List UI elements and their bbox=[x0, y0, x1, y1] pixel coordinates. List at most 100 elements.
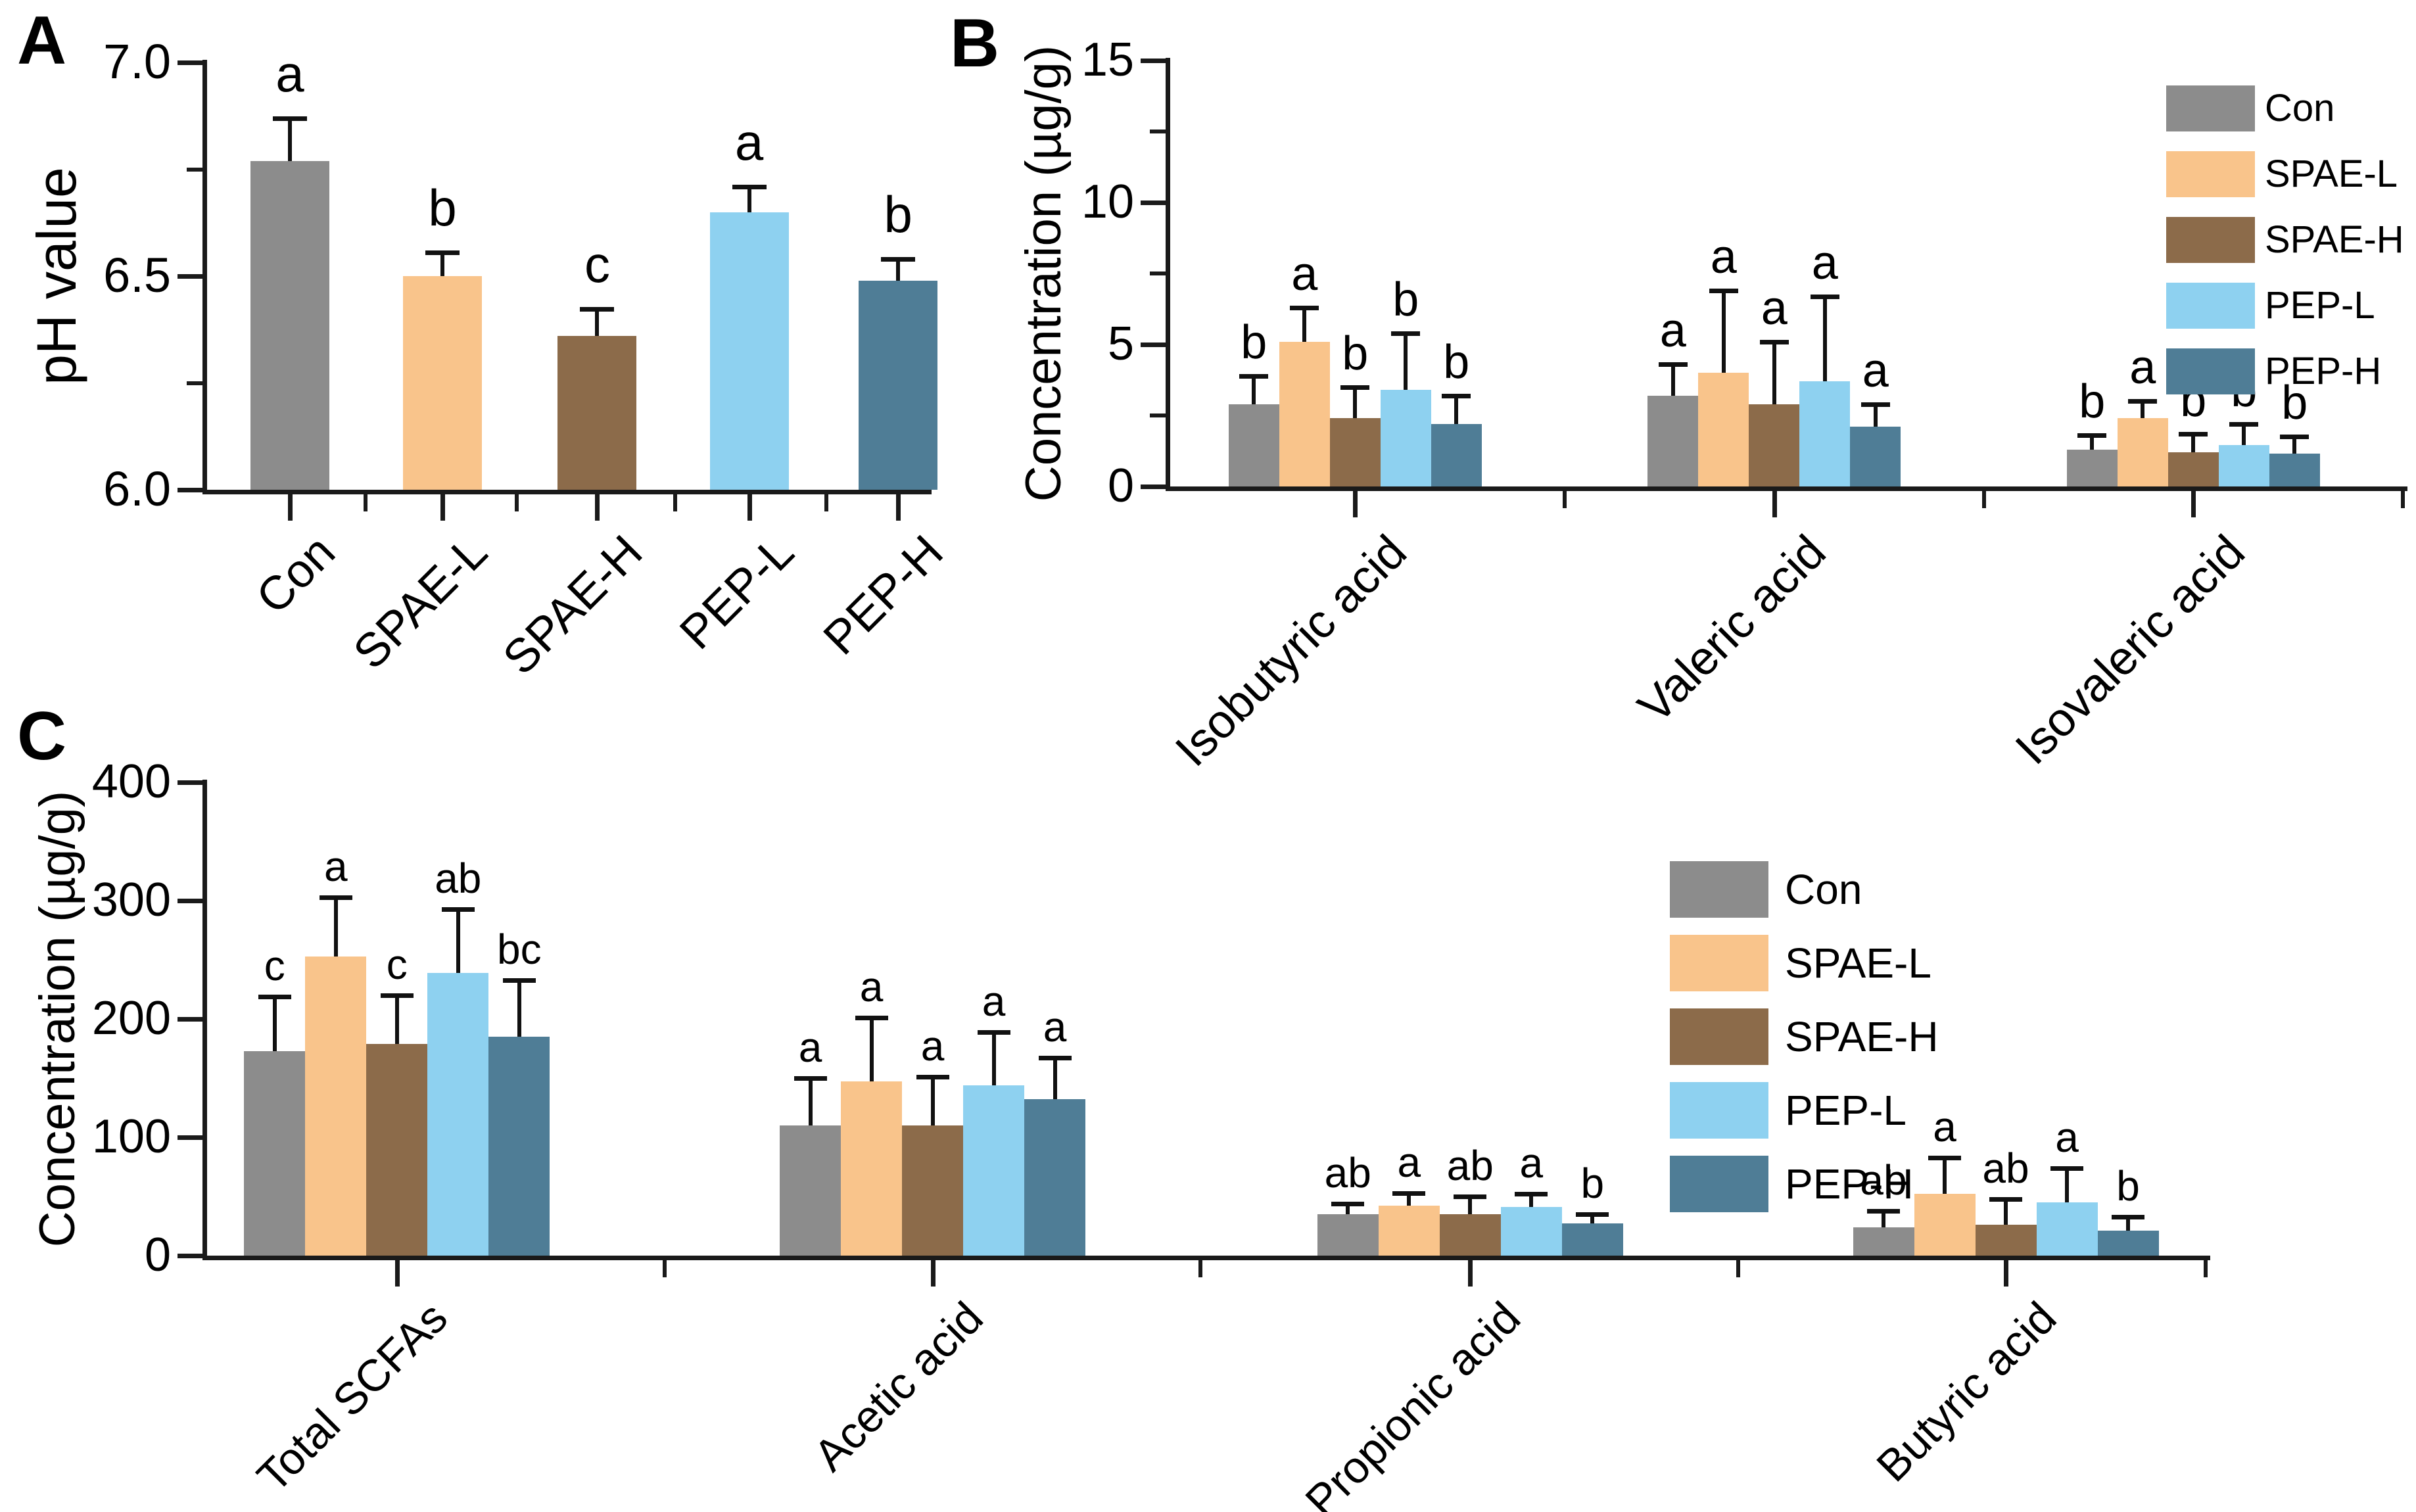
legend-label-spae-l: SPAE-L bbox=[2265, 153, 2398, 195]
significance-letter: c bbox=[386, 941, 408, 988]
error-bar-cap bbox=[1515, 1192, 1548, 1197]
x-major-tick bbox=[394, 1260, 400, 1287]
error-bar-line bbox=[1822, 296, 1827, 382]
error-bar-cap bbox=[1239, 373, 1269, 379]
error-bar-cap bbox=[2128, 399, 2158, 404]
error-bar-line bbox=[1772, 341, 1776, 404]
legend-label-pep-l: PEP-L bbox=[1785, 1087, 1907, 1134]
legend-label-pep-h: PEP-H bbox=[2265, 350, 2382, 392]
bar-spae-l-0 bbox=[305, 956, 367, 1256]
error-bar-line bbox=[2090, 435, 2095, 450]
error-bar-line bbox=[1873, 404, 1878, 427]
significance-letter: a bbox=[1811, 236, 1838, 289]
bar-pep-l-0 bbox=[1380, 390, 1431, 486]
x-category-label: Acetic acid bbox=[804, 1292, 993, 1481]
x-major-tick bbox=[595, 494, 600, 521]
significance-letter: b bbox=[1443, 335, 1470, 389]
error-bar-cap bbox=[1331, 1201, 1365, 1206]
x-major-tick bbox=[440, 494, 446, 521]
bar-pep-l-0 bbox=[427, 972, 489, 1256]
error-bar-line bbox=[440, 252, 445, 276]
legend-label-con: Con bbox=[1785, 866, 1862, 913]
error-bar-line bbox=[2191, 434, 2196, 453]
error-bar-cap bbox=[2112, 1214, 2144, 1219]
x-minor-tick bbox=[514, 494, 519, 511]
x-major-tick bbox=[1353, 491, 1358, 517]
legend-swatch-con bbox=[2166, 85, 2255, 131]
error-bar-cap bbox=[1290, 305, 1319, 310]
significance-letter: ab bbox=[1324, 1148, 1371, 1196]
bar-pep-h-2 bbox=[1561, 1223, 1623, 1256]
legend-label-spae-h: SPAE-H bbox=[2265, 218, 2404, 261]
y-tick-label: 7.0 bbox=[103, 34, 171, 89]
error-bar-cap bbox=[1928, 1155, 1961, 1160]
significance-letter: a bbox=[275, 44, 304, 103]
significance-letter: a bbox=[324, 842, 348, 890]
error-bar-line bbox=[1943, 1157, 1947, 1194]
x-minor-tick bbox=[1198, 1260, 1202, 1277]
bar-spae-h-1 bbox=[1749, 404, 1800, 486]
error-bar-cap bbox=[319, 895, 352, 900]
significance-letter: a bbox=[2129, 341, 2156, 394]
x-category-label: Isovaleric acid bbox=[2005, 525, 2255, 775]
x-major-tick bbox=[2004, 1260, 2008, 1287]
error-bar-line bbox=[287, 118, 292, 161]
bar-con-0 bbox=[250, 160, 329, 490]
significance-letter: a bbox=[1933, 1102, 1956, 1150]
significance-letter: b bbox=[1580, 1160, 1605, 1207]
y-tick-label: 6.5 bbox=[103, 247, 171, 302]
error-bar-line bbox=[808, 1078, 813, 1125]
error-bar-cap bbox=[1454, 1194, 1487, 1199]
significance-letter: b bbox=[1392, 273, 1419, 326]
x-major-tick bbox=[896, 494, 901, 521]
y-tick-label: 400 bbox=[91, 755, 171, 808]
x-major-tick bbox=[1772, 491, 1777, 517]
bar-spae-h-3 bbox=[1975, 1225, 2037, 1256]
error-bar-line bbox=[2141, 401, 2145, 419]
error-bar-cap bbox=[916, 1075, 949, 1080]
error-bar-line bbox=[2242, 423, 2246, 446]
significance-letter: b bbox=[1241, 316, 1267, 369]
legend-swatch-spae-l bbox=[2166, 151, 2255, 197]
y-major-tick bbox=[1141, 201, 1166, 205]
error-bar-cap bbox=[2229, 421, 2259, 427]
error-bar-cap bbox=[2179, 432, 2208, 437]
x-category-label: SPAE-H bbox=[492, 525, 653, 685]
significance-letter: a bbox=[1659, 304, 1686, 358]
error-bar-cap bbox=[1391, 331, 1421, 336]
y-major-tick bbox=[178, 60, 202, 65]
error-bar-cap bbox=[1658, 362, 1688, 367]
significance-letter: ab bbox=[435, 854, 482, 902]
bar-pep-h-1 bbox=[1850, 427, 1901, 486]
error-bar-cap bbox=[855, 1016, 888, 1021]
y-major-tick bbox=[178, 1254, 202, 1258]
x-axis-line bbox=[202, 1256, 2210, 1260]
error-bar-line bbox=[1404, 333, 1408, 390]
y-major-tick bbox=[1141, 343, 1166, 347]
error-bar-cap bbox=[1340, 385, 1370, 390]
error-bar-line bbox=[1407, 1193, 1411, 1206]
error-bar-line bbox=[1353, 387, 1358, 419]
y-tick-label: 10 bbox=[1081, 175, 1134, 228]
x-minor-tick bbox=[1736, 1260, 1740, 1277]
x-major-tick bbox=[747, 494, 752, 521]
error-bar-cap bbox=[425, 250, 460, 256]
legend-swatch-spae-l bbox=[1670, 935, 1768, 991]
significance-letter: b bbox=[428, 179, 457, 237]
y-minor-tick bbox=[187, 381, 202, 385]
y-major-tick bbox=[178, 899, 202, 903]
error-bar-cap bbox=[732, 184, 767, 189]
legend-swatch-con bbox=[1670, 861, 1768, 918]
error-bar-line bbox=[747, 186, 751, 212]
bar-spae-l-2 bbox=[1378, 1206, 1440, 1256]
error-bar-line bbox=[1590, 1214, 1595, 1224]
y-tick-label: 300 bbox=[91, 873, 171, 926]
error-bar-cap bbox=[502, 978, 536, 983]
x-category-label: Propionic acid bbox=[1296, 1292, 1530, 1512]
bar-con-0 bbox=[1228, 404, 1279, 486]
bar-con-1 bbox=[1647, 395, 1699, 486]
error-bar-cap bbox=[1810, 294, 1839, 299]
significance-letter: a bbox=[982, 977, 1006, 1025]
error-bar-line bbox=[1454, 395, 1459, 424]
x-major-tick bbox=[930, 1260, 936, 1287]
